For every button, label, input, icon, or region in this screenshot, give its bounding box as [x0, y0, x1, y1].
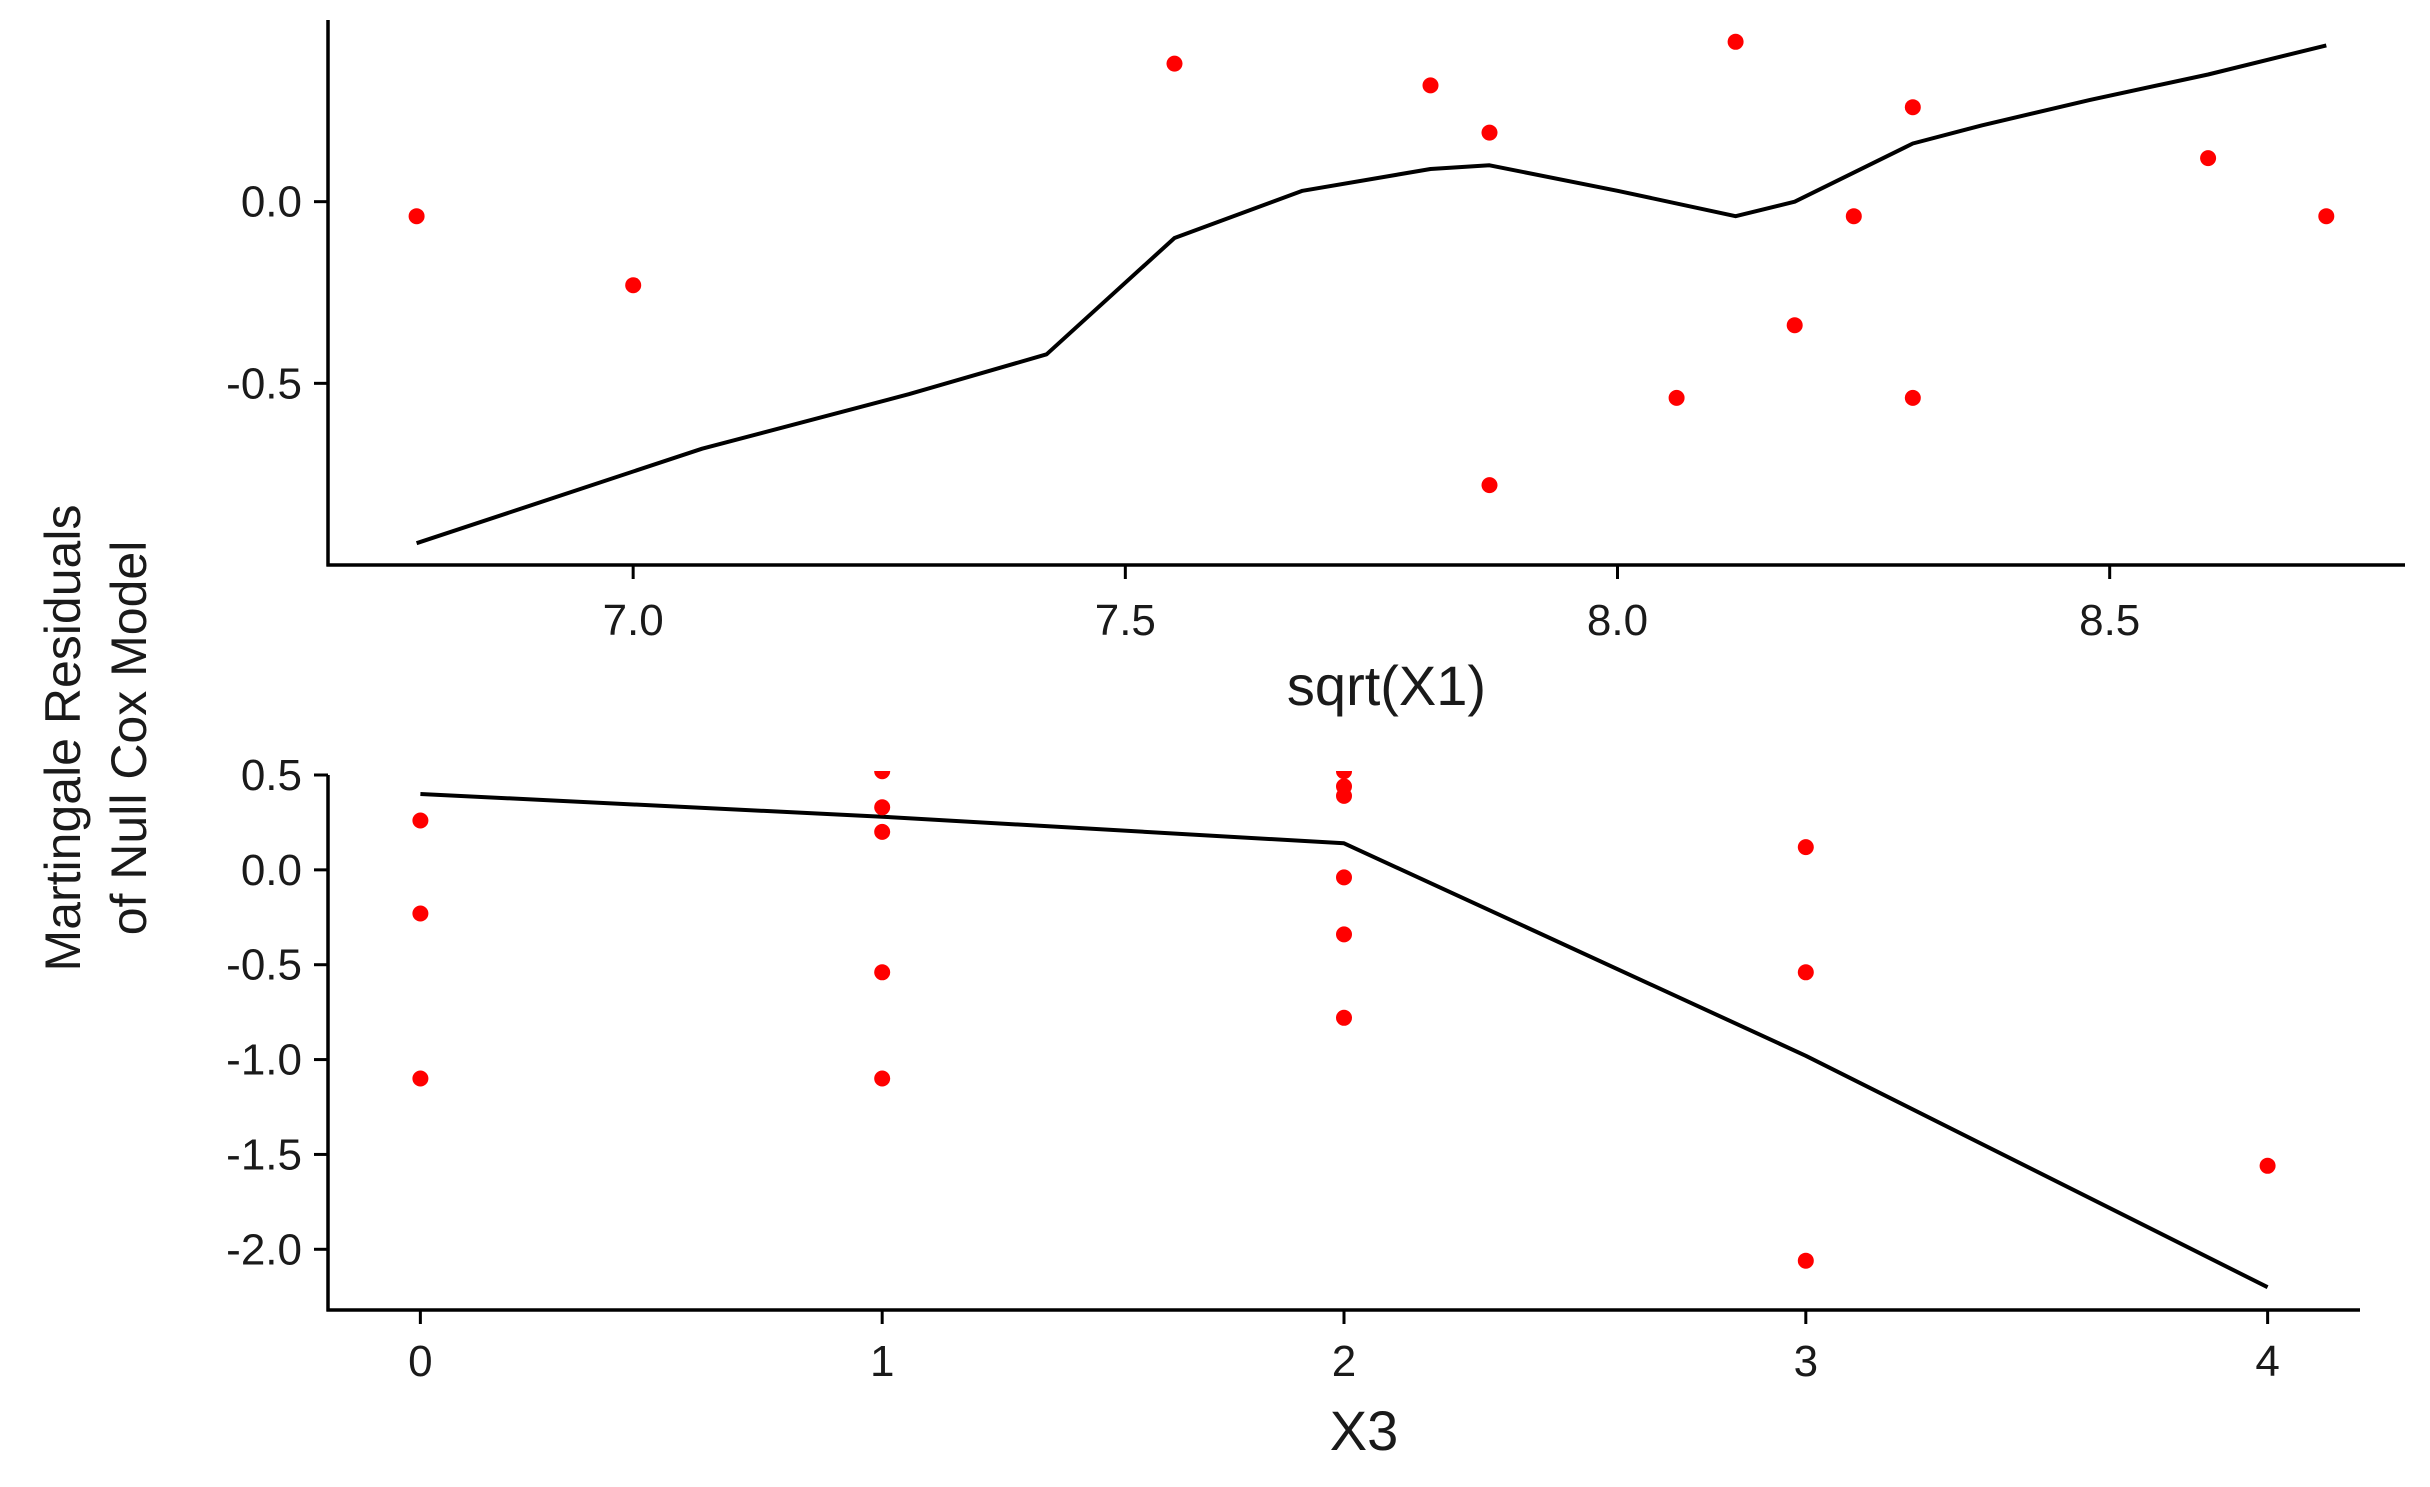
data-point-x3-3 — [874, 771, 891, 780]
fit-line-sqrt-x1 — [415, 43, 2327, 546]
panel-top-sqrt-x1: 7.0 7.5 8.0 8.5 0.0 -0.5 sqrt(X1) — [226, 20, 2405, 717]
y-tick-label-x3-2: -0.5 — [226, 941, 302, 990]
data-point-x3-2 — [412, 1070, 429, 1087]
data-point-x3-4 — [874, 799, 891, 816]
data-point-x3-1 — [412, 905, 429, 922]
data-point-sqrt-x1-11 — [1904, 389, 1921, 406]
data-point-sqrt-x1-9 — [1845, 208, 1862, 225]
data-point-sqrt-x1-0 — [408, 208, 425, 225]
data-point-sqrt-x1-7 — [1727, 33, 1744, 50]
data-point-sqrt-x1-5 — [1481, 477, 1498, 494]
x-tick-label-x3-0: 0 — [408, 1337, 432, 1386]
y-tick-label-sqrt-x1-1: -0.5 — [226, 359, 302, 408]
y-axis-title-line1: Martingale Residuals — [35, 505, 91, 972]
data-point-x3-8 — [1336, 771, 1352, 780]
x-tick-label-x3-2: 2 — [1332, 1337, 1356, 1386]
data-point-x3-17 — [2259, 1157, 2276, 1174]
data-point-x3-11 — [1336, 869, 1352, 886]
x-axis-title-sqrt-x1: sqrt(X1) — [1287, 654, 1486, 717]
data-point-x3-12 — [1336, 926, 1352, 943]
data-point-x3-5 — [874, 823, 891, 840]
data-point-x3-14 — [1797, 839, 1814, 856]
x-tick-label-x3-3: 3 — [1794, 1337, 1818, 1386]
y-tick-label-x3-4: -1.5 — [226, 1130, 302, 1179]
data-point-sqrt-x1-4 — [1481, 124, 1498, 141]
data-point-x3-15 — [1797, 964, 1814, 981]
x-tick-label-sqrt-x1-3: 8.5 — [2079, 596, 2140, 645]
y-tick-label-sqrt-x1-0: 0.0 — [241, 178, 302, 227]
data-point-x3-10 — [1336, 787, 1352, 804]
data-point-sqrt-x1-12 — [2200, 150, 2217, 167]
data-point-sqrt-x1-10 — [1904, 99, 1921, 116]
y-axis-title: Martingale Residuals of Null Cox Model — [35, 505, 157, 972]
y-axis-title-line2: of Null Cox Model — [101, 541, 157, 936]
fit-line-x3 — [420, 792, 2269, 1289]
data-point-sqrt-x1-3 — [1422, 77, 1439, 94]
data-point-sqrt-x1-6 — [1668, 389, 1685, 406]
data-point-sqrt-x1-2 — [1166, 55, 1183, 72]
data-point-sqrt-x1-1 — [625, 277, 642, 294]
y-tick-label-x3-5: -2.0 — [226, 1225, 302, 1274]
data-point-x3-7 — [874, 1070, 891, 1087]
data-point-x3-13 — [1336, 1009, 1352, 1026]
x-tick-label-x3-1: 1 — [870, 1337, 894, 1386]
panel-bottom-x3: 0 1 2 3 4 0.5 0.0 -0.5 -1.0 -1.5 -2.0 X3 — [226, 751, 2360, 1462]
x-tick-label-sqrt-x1-1: 7.5 — [1095, 596, 1156, 645]
x-tick-label-sqrt-x1-0: 7.0 — [603, 596, 664, 645]
data-point-x3-6 — [874, 964, 891, 981]
x-tick-label-x3-4: 4 — [2255, 1337, 2279, 1386]
x-tick-label-sqrt-x1-2: 8.0 — [1587, 596, 1648, 645]
x-axis-title-x3: X3 — [1330, 1399, 1399, 1462]
data-point-sqrt-x1-8 — [1786, 317, 1803, 334]
data-point-x3-0 — [412, 812, 429, 829]
data-point-sqrt-x1-13 — [2318, 208, 2335, 225]
y-tick-label-x3-1: 0.0 — [241, 846, 302, 895]
y-tick-label-x3-3: -1.0 — [226, 1036, 302, 1085]
y-tick-label-x3-0: 0.5 — [241, 751, 302, 800]
data-point-x3-16 — [1797, 1252, 1814, 1269]
